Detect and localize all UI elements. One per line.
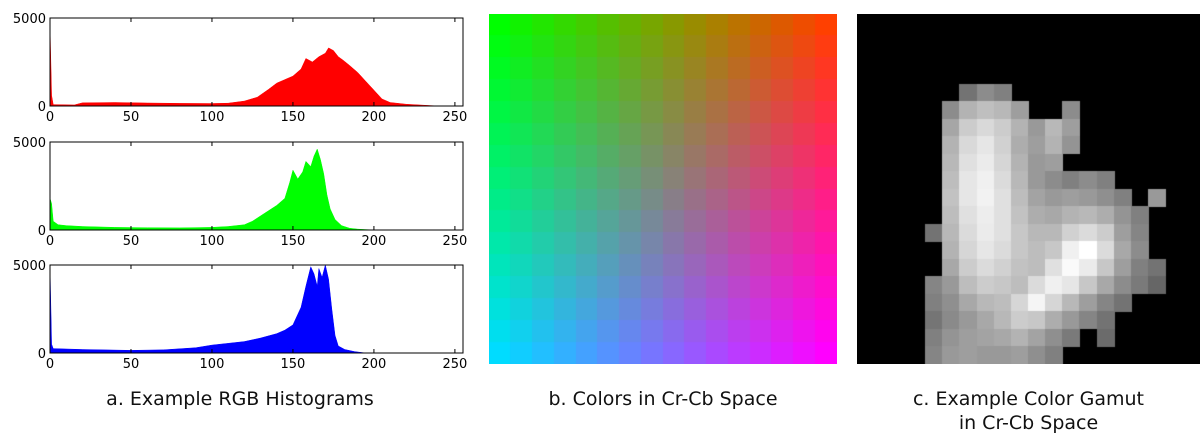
x-tick-label: 50 — [123, 357, 140, 372]
histogram-2-frame — [49, 141, 464, 231]
histogram-1-area — [49, 25, 463, 107]
caption-c-line1: c. Example Color Gamut — [912, 388, 1144, 410]
x-tick-label: 100 — [200, 234, 225, 249]
caption-a: a. Example RGB Histograms — [106, 388, 374, 410]
x-tick-label: 50 — [123, 234, 140, 249]
x-tick-label: 0 — [46, 357, 54, 372]
histogram-1: 0 50 100 150 200 250 0 5000 — [13, 12, 467, 125]
x-tick-label: 100 — [200, 110, 225, 125]
histogram-2-area — [49, 148, 463, 231]
x-tick-label: 250 — [442, 110, 467, 125]
x-tick-label: 150 — [281, 234, 306, 249]
histogram-3-frame — [49, 264, 464, 354]
color-gamut-image — [857, 14, 1200, 364]
histogram-3: 0 50 100 150 200 250 0 5000 — [13, 259, 467, 372]
x-tick-label: 200 — [362, 110, 387, 125]
caption-c: c. Example Color Gamut in Cr-Cb Space — [857, 387, 1200, 435]
x-tick-label: 250 — [442, 234, 467, 249]
cr-cb-color-grid — [489, 14, 837, 364]
caption-b: b. Colors in Cr-Cb Space — [548, 388, 778, 410]
x-tick-label: 100 — [200, 357, 225, 372]
caption-c-line2: in Cr-Cb Space — [958, 412, 1099, 434]
rgb-histograms-panel: 0 50 100 150 200 250 0 5000 0 50 100 150 200 250 0 5000… — [0, 0, 480, 380]
x-tick-label: 200 — [362, 234, 387, 249]
x-tick-label: 200 — [362, 357, 387, 372]
x-tick-label: 0 — [46, 234, 54, 249]
y-tick-label: 0 — [38, 224, 46, 239]
y-tick-label: 5000 — [13, 136, 46, 151]
x-tick-label: 150 — [281, 110, 306, 125]
x-tick-label: 0 — [46, 110, 54, 125]
x-tick-label: 150 — [281, 357, 306, 372]
histogram-1-frame — [49, 17, 464, 107]
x-tick-label: 50 — [123, 110, 140, 125]
histogram-2: 0 50 100 150 200 250 0 5000 — [13, 136, 467, 249]
y-tick-label: 5000 — [13, 259, 46, 274]
histogram-3-area — [49, 264, 463, 354]
x-tick-label: 250 — [442, 357, 467, 372]
y-tick-label: 5000 — [13, 12, 46, 27]
y-tick-label: 0 — [38, 347, 46, 362]
y-tick-label: 0 — [38, 100, 46, 115]
